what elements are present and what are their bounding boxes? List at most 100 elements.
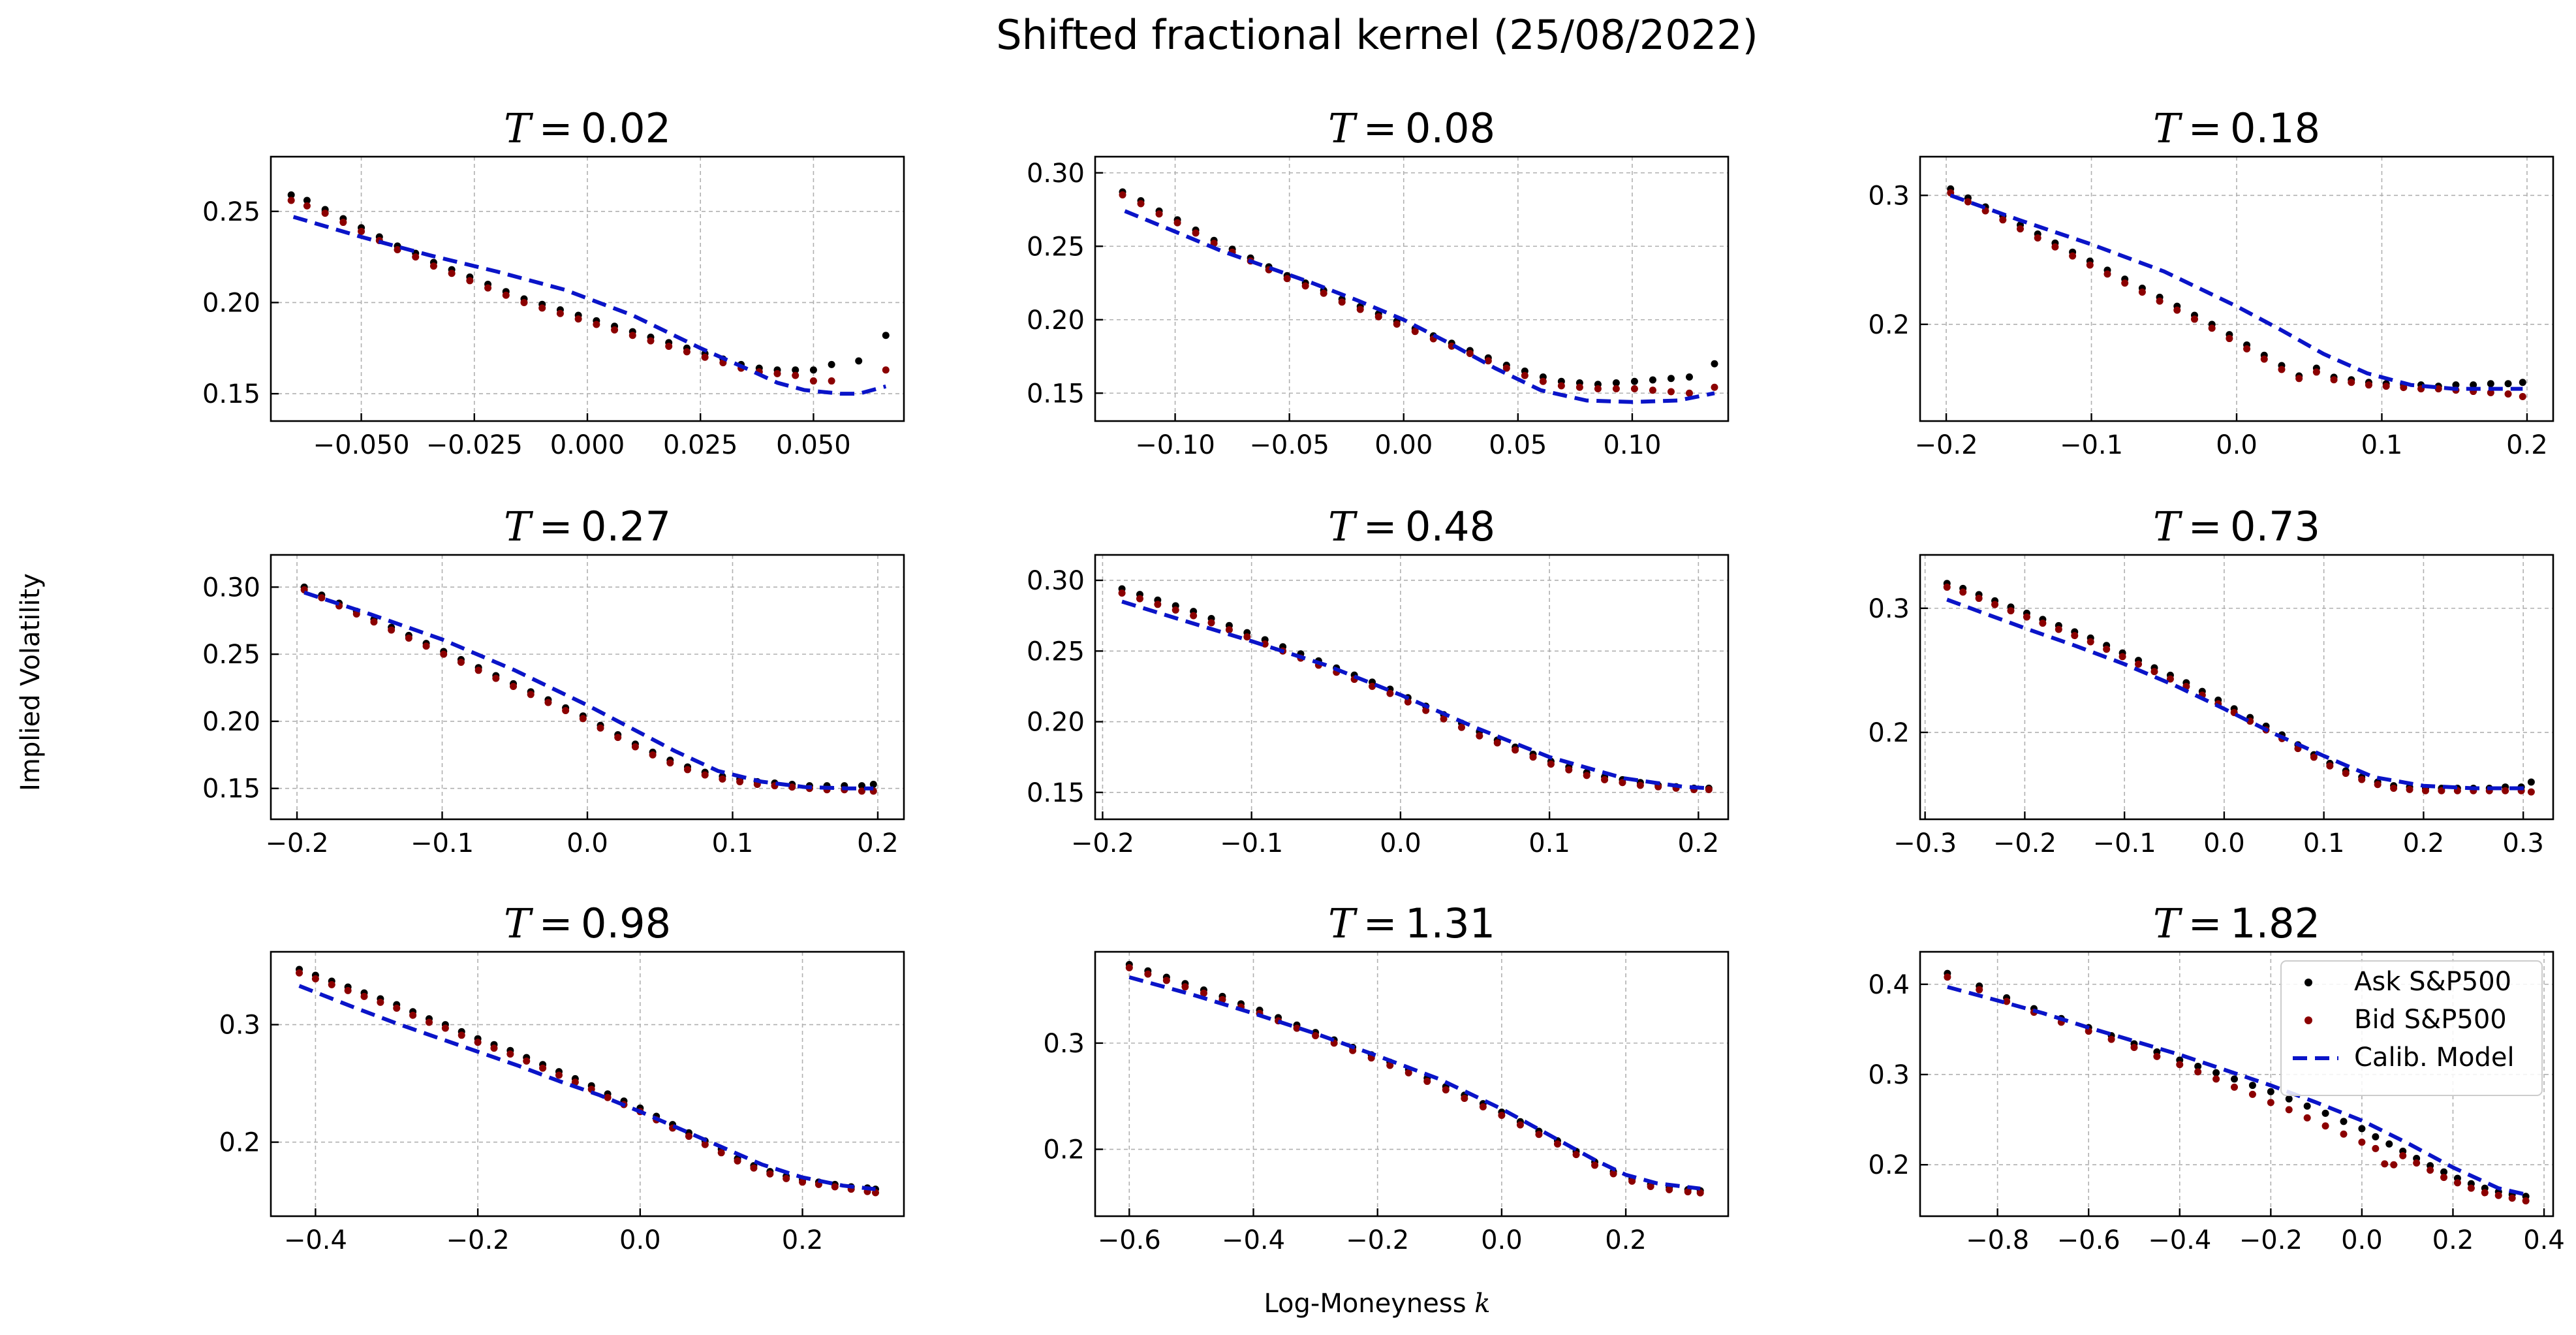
y-tick-label: 0.3 bbox=[1868, 1060, 1910, 1090]
bid-point bbox=[1594, 385, 1602, 392]
bid-point bbox=[2421, 787, 2429, 794]
bid-point bbox=[1943, 583, 1951, 591]
bid-point bbox=[339, 219, 347, 227]
bid-point bbox=[717, 1149, 725, 1157]
bid-point bbox=[1609, 1170, 1617, 1178]
bid-point bbox=[1312, 1031, 1320, 1039]
y-tick-label: 0.2 bbox=[1868, 310, 1910, 340]
ask-point bbox=[858, 782, 865, 790]
bid-point bbox=[2427, 1167, 2434, 1174]
bid-point bbox=[1118, 589, 1126, 597]
bid-point bbox=[1612, 385, 1620, 392]
ask-point bbox=[2340, 1118, 2348, 1125]
ask-point bbox=[2267, 1088, 2274, 1095]
y-tick-label: 0.25 bbox=[202, 197, 260, 227]
bid-point bbox=[492, 674, 500, 682]
bid-point bbox=[1293, 1024, 1301, 1032]
subplot-title-eq: = bbox=[2180, 104, 2230, 152]
x-tick-label: 0.0 bbox=[2341, 1225, 2383, 1255]
bid-point bbox=[1404, 698, 1412, 706]
bid-point bbox=[1461, 1094, 1468, 1102]
ask-point bbox=[2440, 1168, 2448, 1176]
bid-point bbox=[1466, 350, 1474, 357]
subplot-title-var: T bbox=[2153, 503, 2183, 550]
bid-point bbox=[1601, 776, 1609, 783]
bid-point bbox=[1369, 682, 1376, 690]
bid-point bbox=[2522, 1197, 2530, 1205]
bid-point bbox=[370, 618, 378, 626]
subplot-title-eq: = bbox=[1355, 104, 1405, 152]
ask-point bbox=[1667, 375, 1675, 383]
x-tick-label: −0.2 bbox=[1346, 1225, 1409, 1255]
bid-point bbox=[2156, 297, 2164, 305]
model-line bbox=[1947, 985, 2526, 1197]
bid-point bbox=[1207, 619, 1215, 627]
x-tick-label: −0.1 bbox=[1220, 828, 1283, 858]
subplot-title-eq: = bbox=[1355, 503, 1405, 550]
bid-point bbox=[1190, 612, 1198, 620]
x-tick-label: −0.05 bbox=[1249, 430, 1329, 460]
figure-title: Shifted fractional kernel (25/08/2022) bbox=[996, 11, 1758, 59]
bid-point bbox=[287, 196, 295, 204]
legend: Ask S&P500 Bid S&P500 Calib. Model bbox=[2280, 960, 2543, 1096]
bid-point bbox=[2342, 770, 2350, 777]
bid-point bbox=[665, 342, 673, 350]
ask-point bbox=[2285, 1095, 2293, 1103]
x-tick-label: −0.8 bbox=[1966, 1225, 2029, 1255]
y-tick-label: 0.3 bbox=[219, 1011, 260, 1041]
bid-point bbox=[1521, 371, 1529, 379]
bid-point bbox=[2487, 389, 2494, 397]
subplot-title-eq: = bbox=[2180, 900, 2230, 947]
bid-point bbox=[2243, 345, 2251, 353]
subplot-1: T = 0.02 −0.050 −0.025 0.000 0.025 0.050 0.15 0… bbox=[202, 104, 905, 460]
model-line bbox=[1946, 597, 2532, 791]
bid-point bbox=[1575, 383, 1583, 391]
bid-point bbox=[2248, 1090, 2256, 1098]
bid-point bbox=[597, 724, 604, 732]
bid-point bbox=[1591, 1161, 1599, 1169]
bid-point bbox=[2481, 1189, 2489, 1197]
bid-point bbox=[2440, 1174, 2448, 1182]
x-tick-label: −0.2 bbox=[265, 828, 328, 858]
bid-point bbox=[2118, 653, 2126, 661]
subplot-title-value: 0.73 bbox=[2230, 503, 2320, 550]
subplot-title-var: T bbox=[504, 503, 534, 550]
bid-point bbox=[2295, 375, 2303, 383]
bid-point bbox=[2413, 1159, 2421, 1167]
subplot-title: T = 0.18 bbox=[2153, 104, 2320, 152]
x-axis-label: Log-Moneyness k bbox=[1264, 1289, 1490, 1319]
bid-point bbox=[1619, 779, 1626, 787]
bid-point bbox=[2310, 753, 2318, 761]
bid-point bbox=[405, 634, 412, 642]
bid-point bbox=[2494, 1191, 2502, 1199]
bid-point bbox=[457, 658, 465, 666]
bid-point bbox=[1119, 191, 1126, 198]
x-tick-label: −0.6 bbox=[2057, 1225, 2120, 1255]
ask-point bbox=[809, 366, 817, 374]
x-tick-label: −0.2 bbox=[1071, 828, 1134, 858]
ask-point bbox=[1649, 376, 1656, 384]
bid-point bbox=[2121, 279, 2129, 287]
bid-point bbox=[440, 650, 448, 658]
bid-point bbox=[394, 245, 401, 253]
model-line bbox=[298, 984, 876, 1191]
x-tick-label: 0.0 bbox=[566, 828, 608, 858]
bid-point bbox=[360, 992, 368, 1000]
bid-point bbox=[1572, 1151, 1580, 1159]
bid-point bbox=[562, 706, 570, 714]
ask-point bbox=[287, 191, 295, 199]
bid-point bbox=[2358, 776, 2366, 783]
bid-point bbox=[2374, 781, 2382, 789]
x-tick-label: 0.2 bbox=[1678, 828, 1720, 858]
bid-point bbox=[1338, 298, 1346, 306]
subplot-title: T = 0.98 bbox=[504, 900, 671, 947]
bid-point bbox=[2502, 787, 2509, 794]
subplot-title-eq: = bbox=[531, 104, 581, 152]
bid-point bbox=[1535, 1131, 1543, 1139]
bid-point bbox=[809, 377, 817, 385]
bid-point bbox=[2348, 379, 2355, 386]
ask-point bbox=[1685, 373, 1693, 381]
bid-point bbox=[593, 321, 600, 328]
bid-point bbox=[311, 975, 319, 982]
ask-point bbox=[1630, 377, 1638, 385]
